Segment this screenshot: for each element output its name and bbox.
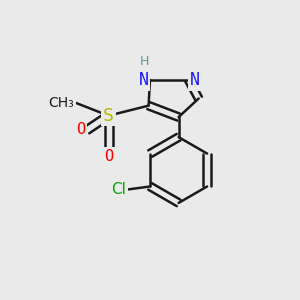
Text: CH₃: CH₃ xyxy=(48,96,74,110)
Text: H: H xyxy=(140,55,149,68)
Text: O: O xyxy=(76,122,85,137)
Text: S: S xyxy=(103,107,114,125)
Text: Cl: Cl xyxy=(112,182,126,197)
Text: N: N xyxy=(190,71,200,89)
Text: N: N xyxy=(139,71,148,89)
Text: O: O xyxy=(104,148,113,164)
